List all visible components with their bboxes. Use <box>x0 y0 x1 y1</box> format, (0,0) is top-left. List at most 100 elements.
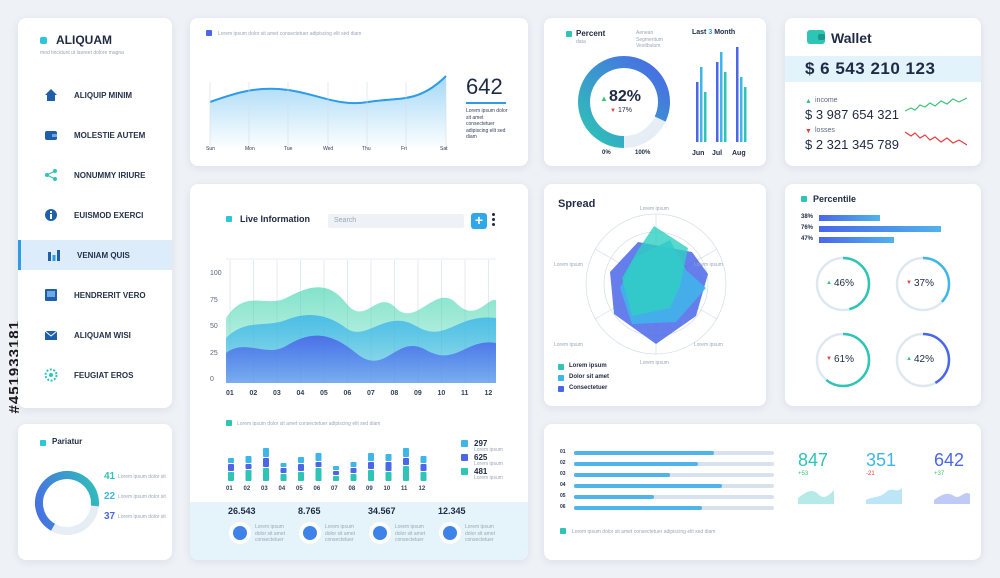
stacked-bar-segment <box>315 453 322 461</box>
monitor-icon <box>44 288 58 302</box>
sidebar-item-feugiat-eros[interactable]: FEUGIAT EROS <box>18 360 172 390</box>
stacked-bar-segment <box>280 463 287 467</box>
pariatur-text: Lorem ipsum dolor sit <box>118 514 166 520</box>
spread-legend-text: Consectetuer <box>569 385 608 391</box>
bar-x-tick: 10 <box>383 486 391 492</box>
live-y-tick: 100 <box>210 270 222 277</box>
month-bar <box>716 62 719 142</box>
percentile-dot <box>801 196 807 202</box>
percentile-bar <box>819 226 941 232</box>
percent-sub: data <box>576 39 586 45</box>
live-y-tick: 50 <box>210 323 218 330</box>
bottom-kpi-sparkline <box>866 488 902 504</box>
percentile-bar-label: 38% <box>801 214 814 220</box>
month-title: Last 3 Month <box>692 29 736 36</box>
live-legend-value: 481 <box>474 467 488 476</box>
bar-x-tick: 12 <box>418 486 426 492</box>
wallet-title: Wallet <box>831 30 872 46</box>
live-stat-value: 8.765 <box>298 506 321 516</box>
bottom-card: 01 02 03 04 05 06 Lorem ipsum dolor sit amet … <box>544 424 981 560</box>
more-menu-icon[interactable] <box>492 213 496 229</box>
spread-axis-label: Lorem ipsum <box>640 360 669 366</box>
add-button[interactable]: + <box>471 213 487 229</box>
percentile-ring-value: 37% <box>914 278 935 289</box>
topline-note: Lorem ipsum dolor sit amet consectetuer … <box>466 108 508 140</box>
stacked-bar-segment <box>368 453 374 461</box>
brand-logo-dot <box>40 37 47 44</box>
stacked-bar-segment <box>420 472 427 481</box>
live-caption: Lorem ipsum dolor sit amet consectetuer … <box>237 421 381 427</box>
live-legend-text: Lorem ipsum <box>474 461 503 467</box>
percent-title: Percent <box>576 29 606 38</box>
sidebar-item-aliquip-minim[interactable]: ALIQUIP MINIM <box>18 80 172 110</box>
live-x-tick: 12 <box>484 390 493 397</box>
stacked-bar-segment <box>403 448 409 457</box>
bottom-row-bar <box>574 495 654 499</box>
percent-dot <box>566 31 572 37</box>
bottom-kpi-sparkline <box>798 490 834 504</box>
live-search-input[interactable]: Search <box>328 214 464 228</box>
sidebar-item-veniam-quis[interactable]: VENIAM QUIS <box>18 240 172 270</box>
stacked-bar-segment <box>385 454 392 461</box>
pariatur-dot <box>40 440 46 446</box>
info-icon <box>44 208 58 222</box>
sidebar-item-label: FEUGIAT EROS <box>74 370 134 380</box>
live-x-tick: 10 <box>437 390 446 397</box>
live-x-tick: 04 <box>296 390 305 397</box>
sidebar-item-label: EUISMOD EXERCI <box>74 210 144 220</box>
bottom-kpi-value: 351 <box>866 450 897 470</box>
bar-x-tick: 02 <box>243 486 251 492</box>
spread-axis-label: Lorem ipsum <box>554 342 583 348</box>
bottom-row-label: 02 <box>560 460 566 466</box>
stacked-bar-segment <box>420 456 427 463</box>
stacked-bar-segment <box>350 468 357 473</box>
stacked-bar-segment <box>350 474 357 481</box>
stacked-bar-segment <box>368 462 374 469</box>
percent-value: 82% <box>609 88 642 105</box>
bar-x-tick: 09 <box>366 486 373 492</box>
sidebar-item-label: MOLESTIE AUTEM <box>74 130 146 140</box>
live-x-tick: 09 <box>414 390 422 397</box>
live-stat-text: Lorem ipsum dolor sit amet consectetuer <box>325 524 356 543</box>
wallet-amount-bg <box>785 56 981 82</box>
sidebar-item-hendrerit-vero[interactable]: HENDRERIT VERO <box>18 280 172 310</box>
sidebar-item-molestie-autem[interactable]: MOLESTIE AUTEM <box>18 120 172 150</box>
mail-icon <box>44 328 58 342</box>
down-arrow-icon: ▼ <box>906 280 912 286</box>
live-stat-circle-inner <box>303 526 317 540</box>
topline-day-label: Sun <box>206 146 215 152</box>
stacked-bar-segment <box>245 464 252 469</box>
sidebar: ALIQUAM mod tincidunt ut laoreet dolore … <box>18 18 172 408</box>
pariatur-value: 22 <box>104 491 116 502</box>
sidebar-item-euismod-exerci[interactable]: EUISMOD EXERCI <box>18 200 172 230</box>
live-legend-value: 297 <box>474 439 488 448</box>
bar-x-tick: 11 <box>401 486 408 492</box>
settings-icon <box>44 368 58 382</box>
live-stat-circle-inner <box>233 526 247 540</box>
percentile-ring <box>815 332 871 388</box>
stacked-bar-segment <box>298 464 304 471</box>
share-icon <box>44 168 58 182</box>
income-up-icon: ▲ <box>805 98 812 105</box>
bar-x-tick: 05 <box>296 486 303 492</box>
live-stat-text: Lorem ipsum dolor sit amet consectetuer <box>465 524 496 543</box>
bottom-row-bar <box>574 473 670 477</box>
percentile-title: Percentile <box>813 194 857 204</box>
stacked-bar-segment <box>280 474 287 481</box>
stacked-bar-segment <box>403 458 409 465</box>
percent-gauge <box>578 56 670 148</box>
month-bar-chart <box>696 47 747 142</box>
live-x-tick: 07 <box>367 390 375 397</box>
income-sparkline <box>905 97 967 112</box>
sidebar-item-nonummy-iriure[interactable]: NONUMMY IRIURE <box>18 160 172 190</box>
live-legend-text: Lorem ipsum <box>474 475 503 481</box>
bar-x-tick: 04 <box>278 486 286 492</box>
stacked-bar-segment <box>263 448 269 457</box>
stacked-bar-segment <box>350 462 357 467</box>
percentile-ring-value: 61% <box>834 354 855 365</box>
spread-radar-chart <box>585 213 727 355</box>
stacked-bar-segment <box>228 464 234 471</box>
losses-value: $ 2 321 345 789 <box>805 137 899 152</box>
sidebar-item-aliquam-wisi[interactable]: ALIQUAM WISI <box>18 320 172 350</box>
live-info-card: Live Information Search + 100 75 50 25 0 01 0… <box>190 184 528 560</box>
